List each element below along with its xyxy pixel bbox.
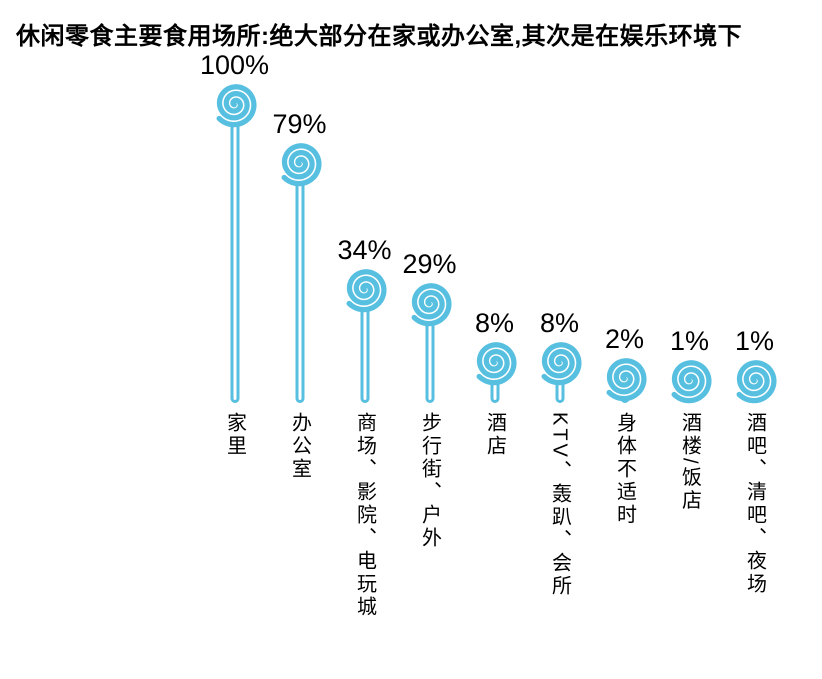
value-label: 29% <box>402 248 457 279</box>
lollipop-chart: 100% 家里 79% 办公室 34% 商场、影院、电玩城 29% 步行街、户外 8% 酒店 8% K… <box>199 45 788 619</box>
value-label: 100% <box>199 49 270 80</box>
value-label: 8% <box>539 307 580 338</box>
value-label: 2% <box>604 323 645 354</box>
lollipop-column: 1% 酒吧、清吧、夜场 <box>722 45 787 596</box>
value-label: 79% <box>272 108 327 139</box>
lollipop-column: 8% 酒店 <box>462 45 527 458</box>
lollipop-icon <box>736 360 777 404</box>
lollipop-stick <box>425 322 434 403</box>
category-label: 办公室 <box>288 412 311 481</box>
lollipop-stick <box>230 123 239 403</box>
lollipop-icon <box>541 342 582 386</box>
category-label: 步行街、户外 <box>418 412 441 550</box>
lollipop-stick <box>295 182 304 403</box>
lollipop-icon <box>671 360 712 404</box>
value-label: 1% <box>734 325 775 356</box>
lollipop-column: 8% KTV、轰趴、会所 <box>527 45 592 598</box>
lollipop-icon <box>476 342 517 386</box>
category-label: 商场、影院、电玩城 <box>353 412 376 619</box>
lollipop-icon <box>606 358 647 402</box>
category-label: 酒楼/饭店 <box>678 412 701 513</box>
lollipop-column: 1% 酒楼/饭店 <box>657 45 722 513</box>
chart-title: 休闲零食主要食用场所:绝大部分在家或办公室,其次是在娱乐环境下 <box>16 23 743 50</box>
value-label: 8% <box>474 307 515 338</box>
lollipop-stick <box>555 381 564 403</box>
category-label: 身体不适时 <box>613 412 636 527</box>
category-label: 酒吧、清吧、夜场 <box>743 412 766 596</box>
lollipop-icon <box>346 269 387 313</box>
value-label: 1% <box>669 325 710 356</box>
lollipop-icon <box>411 283 452 327</box>
lollipop-column: 34% 商场、影院、电玩城 <box>332 45 397 619</box>
lollipop-stick <box>490 381 499 403</box>
value-label: 34% <box>337 234 392 265</box>
lollipop-column: 2% 身体不适时 <box>592 45 657 527</box>
lollipop-icon <box>281 143 322 187</box>
category-label: KTV、轰趴、会所 <box>548 412 571 598</box>
lollipop-icon <box>216 84 257 128</box>
category-label: 家里 <box>223 412 246 458</box>
lollipop-column: 79% 办公室 <box>267 45 332 481</box>
lollipop-column: 29% 步行街、户外 <box>397 45 462 550</box>
lollipop-stick <box>360 308 369 403</box>
category-label: 酒店 <box>483 412 506 458</box>
lollipop-column: 100% 家里 <box>199 45 270 458</box>
